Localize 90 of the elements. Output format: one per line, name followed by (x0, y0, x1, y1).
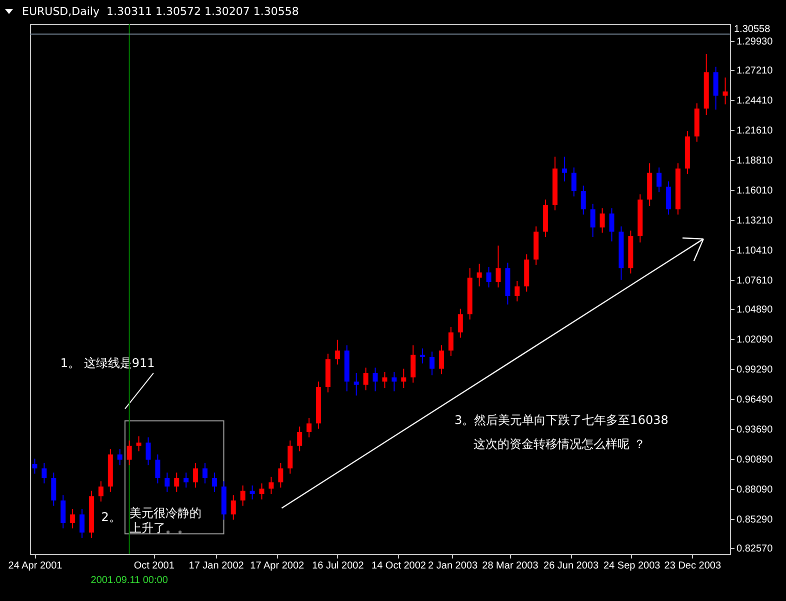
candlestick (562, 156, 567, 182)
chart-title: EURUSD,Daily 1.30311 1.30572 1.30207 1.30558 (22, 5, 299, 18)
y-tick-label: 1.27210 (736, 65, 774, 76)
annotation: 这次的资金转移情况怎么样呢 ？ (474, 437, 646, 452)
candlestick (656, 166, 662, 193)
candlestick (288, 440, 293, 474)
candlestick (438, 344, 444, 375)
x-tick-label: 17 Jan 2002 (188, 560, 244, 572)
candlestick (571, 166, 576, 197)
annotation: 美元很冷静的上升了。。 (130, 506, 203, 536)
candlestick (42, 462, 47, 484)
candlestick (126, 440, 132, 466)
candlestick (382, 371, 388, 389)
y-tick-label: 0.93690 (736, 424, 774, 436)
candlestick (230, 494, 236, 520)
candlestick (392, 371, 397, 392)
candlestick (600, 208, 605, 234)
candlestick (240, 484, 246, 506)
x-tick-label: 24 Apr 2001 (8, 560, 63, 572)
x-tick-label: 16 Jul 2002 (312, 560, 364, 572)
candlestick (212, 472, 217, 492)
candlestick (155, 454, 160, 484)
candlestick (51, 472, 56, 506)
candlestick (722, 77, 728, 105)
candlestick (32, 458, 38, 474)
candlestick (250, 484, 255, 500)
y-tick-label: 1.13210 (736, 215, 774, 226)
candlestick (420, 348, 426, 364)
candlestick (80, 508, 85, 538)
candlestick (476, 263, 482, 287)
x-tick-label: 28 Mar 2003 (482, 560, 539, 572)
y-tick-label: 0.82570 (736, 543, 774, 554)
candlestick (448, 326, 454, 356)
candlestick (410, 344, 416, 384)
candlestick (486, 266, 492, 288)
y-tick-label: 1.24410 (736, 95, 774, 106)
x-tick-label: 17 Apr 2002 (250, 560, 305, 572)
candlestick (496, 245, 501, 288)
candlestick (713, 66, 718, 110)
x-tick-label: 26 Jun 2003 (544, 560, 599, 572)
candlestick (430, 351, 435, 376)
candlestick (202, 462, 208, 484)
candlestick (268, 476, 274, 495)
x-tick-label: 2 Jan 2003 (428, 560, 478, 572)
candlestick (458, 308, 463, 338)
candlestick (354, 372, 359, 396)
y-tick-label: 0.85290 (736, 514, 774, 526)
y-tick-label: 1.16010 (736, 185, 774, 196)
candlestick (174, 472, 180, 492)
y-tick-label: 1.02090 (736, 334, 774, 346)
candlestick (60, 494, 66, 529)
candlestick (334, 339, 340, 365)
candlestick (278, 462, 284, 488)
annotation: 3。然后美元单向下跌了七年多至16038 (454, 413, 668, 428)
candlestick (193, 462, 198, 488)
candlestick (514, 280, 520, 302)
y-tick-label: 1.10410 (736, 245, 774, 256)
y-tick-label: 0.99290 (736, 364, 774, 376)
candlestick (259, 482, 264, 500)
candlestick (164, 472, 170, 492)
y-tick-label: 1.04890 (736, 304, 774, 316)
y-tick-label: 1.18810 (736, 155, 774, 166)
y-tick-label: 1.07610 (736, 275, 774, 286)
candlestick (401, 368, 406, 389)
y-tick-label: 1.29930 (736, 36, 774, 48)
candlestick (372, 367, 378, 392)
candlestick (146, 436, 151, 466)
candlestick (363, 367, 368, 391)
x-tick-label: 23 Dec 2003 (664, 560, 722, 572)
candlestick (117, 448, 122, 466)
ref-line-label: 2001.09.11 00:00 (90, 575, 168, 586)
candlestick (666, 180, 672, 216)
x-tick-label: 14 Oct 2002 (372, 560, 426, 572)
x-tick-label: 24 Sep 2003 (603, 560, 661, 572)
y-tick-label: 1.21610 (736, 125, 774, 136)
x-tick-label: Oct 2001 (134, 560, 175, 572)
candlestick (297, 426, 302, 452)
candlestick (609, 208, 614, 242)
candlestick (98, 480, 104, 502)
candlestick (306, 418, 312, 438)
ref-line-label: 1.30558 (734, 24, 771, 36)
candlestick (590, 203, 596, 238)
y-tick-label: 0.96490 (736, 394, 774, 406)
y-tick-label: 0.90890 (736, 454, 774, 466)
candlestick (184, 472, 189, 488)
candlestick (580, 185, 586, 216)
candlestick (70, 508, 76, 529)
y-tick-label: 0.88090 (736, 484, 774, 496)
candlestick (136, 436, 142, 452)
annotation: 2。 (101, 510, 121, 525)
